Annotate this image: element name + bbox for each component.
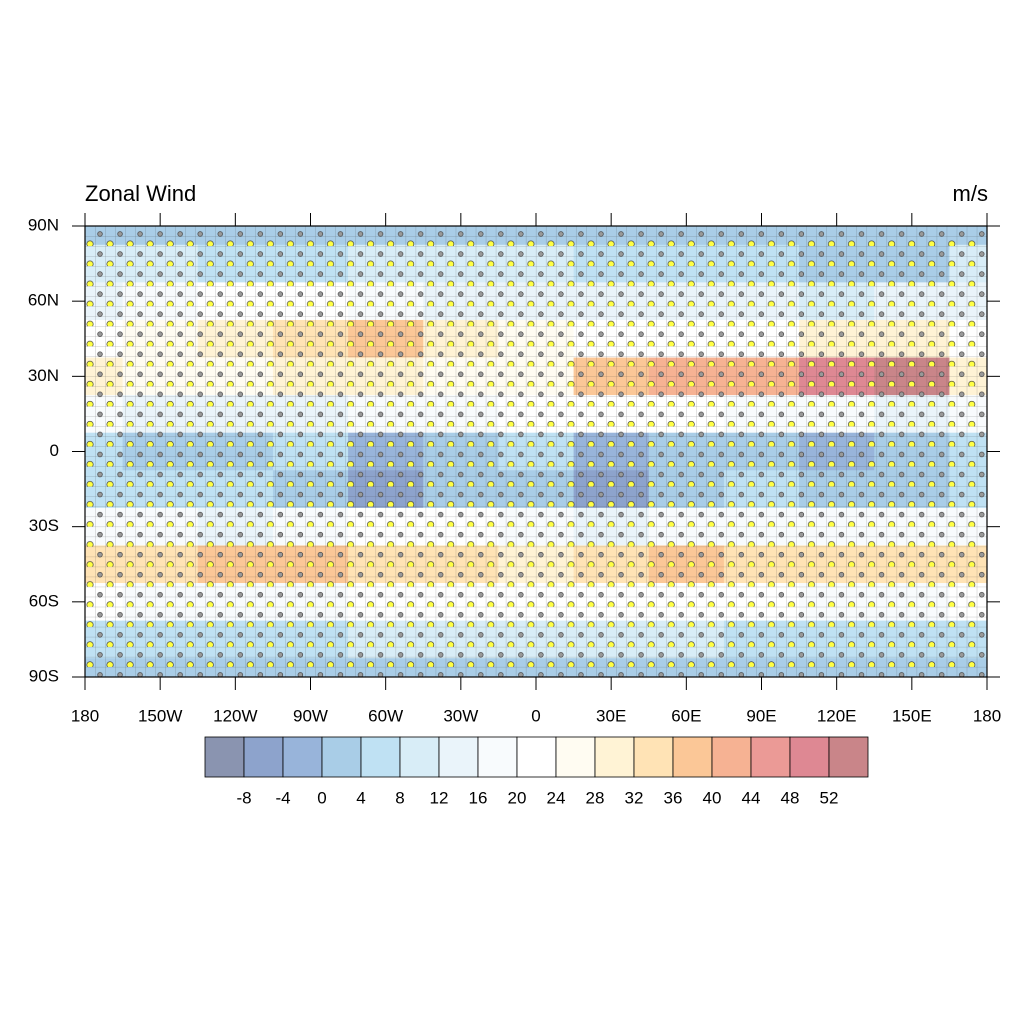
x-tick-label: 90E <box>746 706 776 725</box>
colorbar-label: 4 <box>356 788 365 807</box>
colorbar-box <box>828 736 869 778</box>
colorbar-box <box>633 736 674 778</box>
colorbar-label: -8 <box>236 788 251 807</box>
x-tick-label: 30W <box>443 706 478 725</box>
colorbar-box <box>360 736 401 778</box>
x-tick-label: 150W <box>138 706 182 725</box>
colorbar-label: 44 <box>742 788 761 807</box>
x-tick-label: 120E <box>817 706 857 725</box>
x-tick-label: 180 <box>71 706 99 725</box>
colorbar-box <box>243 736 284 778</box>
x-tick-label: 60E <box>671 706 701 725</box>
y-tick-label: 60S <box>29 591 59 610</box>
axes: 180 150W 120W 90W 60W 30W 0 30E 60E 90E 120E 150E 18… <box>28 213 1001 725</box>
colorbar-label: 28 <box>586 788 605 807</box>
x-tick-label: 120W <box>213 706 257 725</box>
colorbar-label: -4 <box>275 788 290 807</box>
colorbar-box <box>594 736 635 778</box>
colorbar-box <box>555 736 596 778</box>
colorbar-box <box>399 736 440 778</box>
chart-title: Zonal Wind <box>85 181 196 206</box>
colorbar-box <box>789 736 830 778</box>
y-tick-label: 0 <box>50 441 59 460</box>
colorbar-label: 20 <box>508 788 527 807</box>
colorbar-box <box>672 736 713 778</box>
colorbar-label: 8 <box>395 788 404 807</box>
x-tick-label: 60W <box>368 706 403 725</box>
colorbar-label: 52 <box>820 788 839 807</box>
colorbar-label: 36 <box>664 788 683 807</box>
x-tick-label: 180 <box>973 706 1001 725</box>
colorbar-label: 16 <box>469 788 488 807</box>
y-tick-label: 30S <box>29 516 59 535</box>
x-tick-label: 0 <box>531 706 540 725</box>
colorbar-box <box>321 736 362 778</box>
stipple-overlay <box>85 226 987 677</box>
y-tick-label: 60N <box>28 291 59 310</box>
y-tick-label: 30N <box>28 366 59 385</box>
colorbar-box <box>750 736 791 778</box>
x-tick-label: 30E <box>596 706 626 725</box>
units-label: m/s <box>953 181 988 206</box>
colorbar-label: 40 <box>703 788 722 807</box>
colorbar-box <box>438 736 479 778</box>
colorbar-box <box>516 736 557 778</box>
colorbar-label: 24 <box>547 788 566 807</box>
colorbar-box <box>204 736 245 778</box>
colorbar-label: 32 <box>625 788 644 807</box>
colorbar: -8 -4 0 4 8 12 16 20 24 28 32 36 40 44 48 52 <box>204 736 869 807</box>
x-tick-label: 90W <box>293 706 328 725</box>
y-tick-label: 90S <box>29 666 59 685</box>
y-tick-label: 90N <box>28 215 59 234</box>
colorbar-label: 0 <box>317 788 326 807</box>
colorbar-label: 12 <box>430 788 449 807</box>
colorbar-label: 48 <box>781 788 800 807</box>
colorbar-box <box>711 736 752 778</box>
x-tick-label: 150E <box>892 706 932 725</box>
colorbar-box <box>477 736 518 778</box>
colorbar-box <box>282 736 323 778</box>
